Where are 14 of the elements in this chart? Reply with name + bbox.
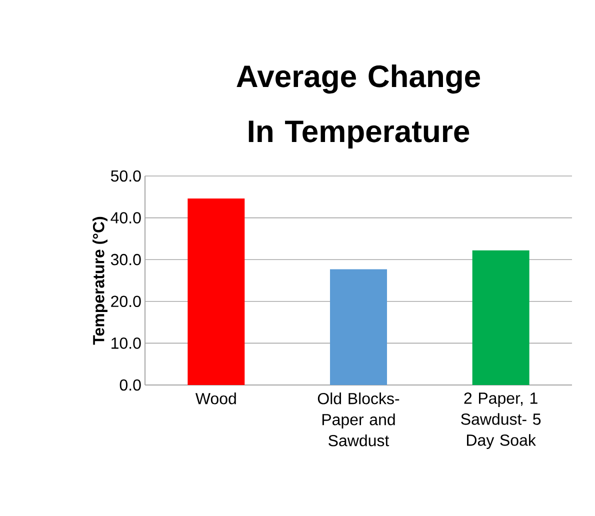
y-tick-label: 10.0 [112, 338, 141, 349]
y-axis-title: Temperature (°C) [92, 216, 108, 345]
y-tick-label: 20.0 [111, 296, 141, 308]
bar [472, 250, 530, 385]
y-tick-label: 30.0 [110, 254, 141, 266]
bar [330, 269, 387, 385]
chart-title: Average Change In Temperature [236, 64, 480, 148]
y-tick-label: 40.0 [110, 212, 141, 224]
y-tick-label: 0.0 [120, 379, 141, 391]
x-tick-label: Old Blocks-Paper and Sawdust [318, 392, 400, 446]
x-tick-label: 2 Paper, 1 Sawdust- 5 Day Soak [461, 392, 541, 450]
x-tick-label: Wood [195, 392, 236, 404]
bar [188, 198, 245, 385]
y-tick-label: 50.0 [110, 170, 141, 182]
